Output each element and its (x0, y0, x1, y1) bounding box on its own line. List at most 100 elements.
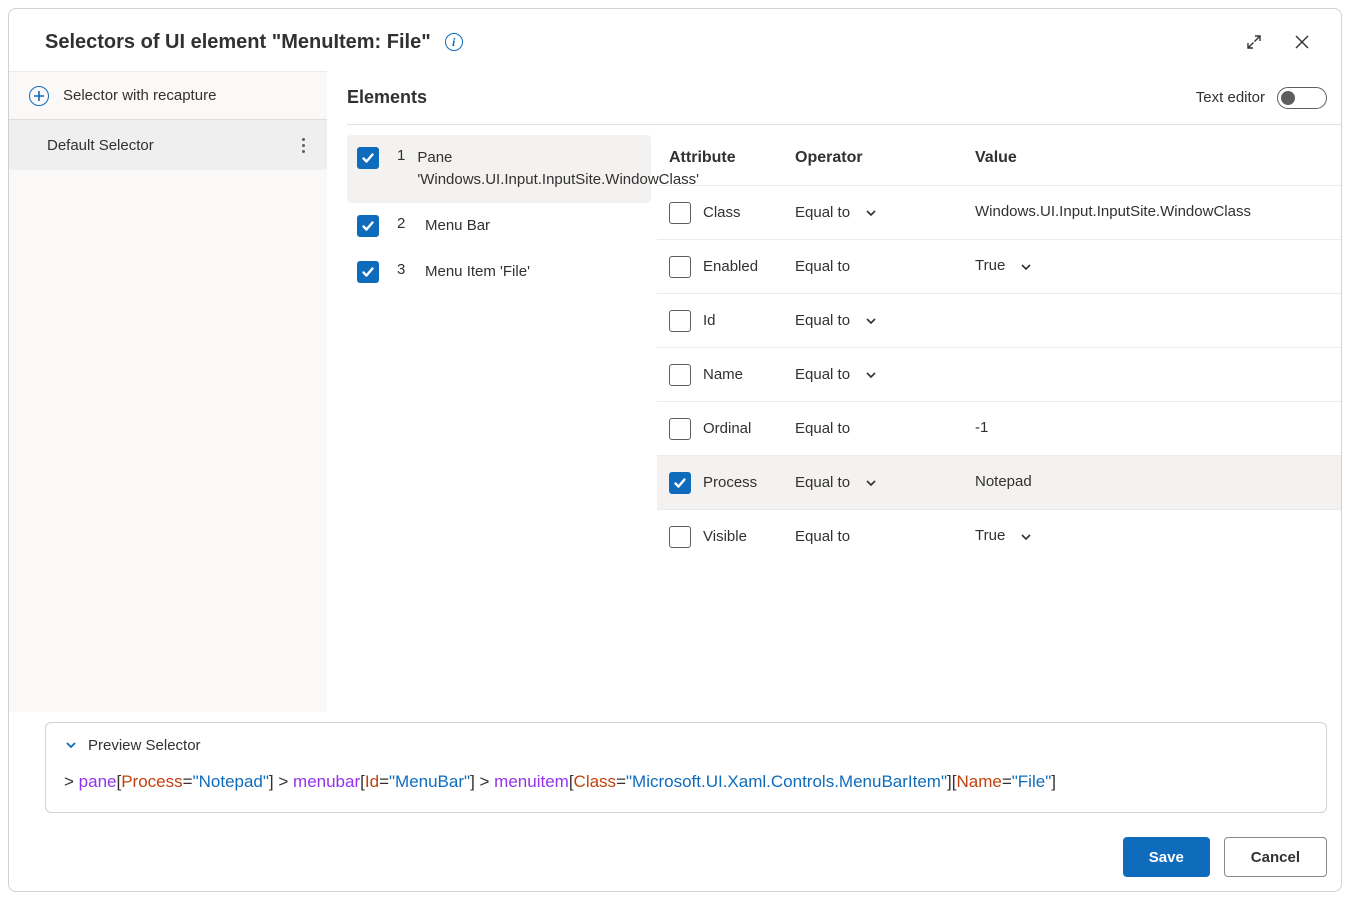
attribute-name: Id (703, 312, 716, 329)
operator-value: Equal to (795, 528, 850, 545)
attribute-row: Class Equal toWindows.UI.Input.InputSite.… (657, 185, 1341, 239)
preview-label: Preview Selector (88, 737, 201, 754)
selector-token: Process (121, 772, 182, 791)
selector-token: = (379, 772, 389, 791)
selector-recapture-label: Selector with recapture (63, 87, 216, 104)
attribute-row: VisibleEqual toTrue (657, 509, 1341, 563)
selector-token: = (616, 772, 626, 791)
header-operator: Operator (795, 149, 975, 167)
attribute-name: Class (703, 204, 741, 221)
element-label: Menu Item 'File' (425, 261, 641, 283)
chevron-down-icon (1019, 260, 1033, 274)
selector-recapture-button[interactable]: Selector with recapture (9, 72, 327, 120)
cancel-button[interactable]: Cancel (1224, 837, 1327, 877)
toggle-knob (1281, 91, 1295, 105)
attributes-column: Attribute Operator Value ClassEqual toWi… (657, 125, 1341, 712)
element-index: 1 (397, 147, 405, 164)
element-row[interactable]: 1Pane 'Windows.UI.Input.InputSite.Window… (347, 135, 651, 203)
selector-token: "Notepad" (193, 772, 269, 791)
selector-token: > (64, 772, 79, 791)
attribute-checkbox[interactable] (669, 310, 691, 332)
attribute-checkbox[interactable] (669, 256, 691, 278)
close-icon[interactable] (1287, 27, 1317, 57)
preview-panel: Preview Selector > pane[Process="Notepad… (45, 722, 1327, 813)
operator-select[interactable]: Equal to (795, 312, 975, 329)
attributes-header: Attribute Operator Value (657, 135, 1341, 185)
operator-select[interactable]: Equal to (795, 474, 975, 491)
attribute-checkbox[interactable] (669, 202, 691, 224)
text-editor-label: Text editor (1196, 89, 1265, 106)
dialog-title: Selectors of UI element "MenuItem: File" (45, 31, 431, 54)
attribute-name: Name (703, 366, 743, 383)
sidebar-selector-item[interactable]: Default Selector (9, 120, 327, 170)
attribute-row: Enabled Equal to True (657, 239, 1341, 293)
attribute-checkbox[interactable] (669, 526, 691, 548)
selector-list: Default Selector (9, 120, 327, 170)
selector-token: > (475, 772, 494, 791)
attribute-row: Name Equal to (657, 347, 1341, 401)
operator-select[interactable]: Equal to (795, 528, 975, 545)
element-row[interactable]: 3 Menu Item 'File' (347, 249, 651, 295)
chevron-down-icon (1019, 530, 1033, 544)
attribute-checkbox[interactable] (669, 364, 691, 386)
more-icon[interactable] (296, 132, 311, 159)
element-index: 3 (397, 261, 413, 278)
info-icon[interactable]: i (445, 33, 463, 51)
attribute-name: Process (703, 474, 757, 491)
text-editor-toggle[interactable] (1277, 87, 1327, 109)
selector-token: "MenuBar" (389, 772, 470, 791)
value-cell[interactable]: Notepad (975, 471, 1341, 494)
value-cell[interactable]: Windows.UI.Input.InputSite.WindowClass (975, 201, 1341, 224)
save-button[interactable]: Save (1123, 837, 1210, 877)
element-label: Menu Bar (425, 215, 641, 237)
element-checkbox[interactable] (357, 261, 379, 283)
value-cell[interactable]: True (975, 255, 1341, 278)
operator-select[interactable]: Equal to (795, 204, 975, 221)
attribute-checkbox[interactable] (669, 418, 691, 440)
element-checkbox[interactable] (357, 147, 379, 169)
operator-value: Equal to (795, 312, 850, 329)
operator-value: Equal to (795, 258, 850, 275)
expand-icon[interactable] (1239, 27, 1269, 57)
main-header: Elements Text editor (347, 71, 1341, 125)
operator-select[interactable]: Equal to (795, 258, 975, 275)
attribute-row: Process Equal toNotepad (657, 455, 1341, 509)
header-attribute: Attribute (657, 149, 795, 167)
element-row[interactable]: 2Menu Bar (347, 203, 651, 249)
operator-select[interactable]: Equal to (795, 366, 975, 383)
selector-token: menubar (293, 772, 360, 791)
selector-token: Id (365, 772, 379, 791)
header-value: Value (975, 149, 1341, 167)
elements-title: Elements (347, 87, 427, 108)
attribute-row: Ordinal Equal to -1 (657, 401, 1341, 455)
attribute-name: Enabled (703, 258, 758, 275)
selector-token: = (1002, 772, 1012, 791)
attribute-value: Windows.UI.Input.InputSite.WindowClass (975, 201, 1251, 224)
attribute-name: Ordinal (703, 420, 751, 437)
attribute-row: Id Equal to (657, 293, 1341, 347)
operator-value: Equal to (795, 420, 850, 437)
selector-token: menuitem (494, 772, 569, 791)
chevron-down-icon (864, 206, 878, 220)
attribute-value: True (975, 255, 1005, 278)
selector-token: "Microsoft.UI.Xaml.Controls.MenuBarItem" (626, 772, 947, 791)
selector-token: "File" (1012, 772, 1051, 791)
attribute-value: Notepad (975, 471, 1032, 494)
sidebar: Selector with recapture Default Selector (9, 71, 327, 712)
selector-builder-dialog: Selectors of UI element "MenuItem: File"… (8, 8, 1342, 892)
attributes-body: ClassEqual toWindows.UI.Input.InputSite.… (657, 185, 1341, 563)
chevron-down-icon (864, 476, 878, 490)
selector-token: > (274, 772, 293, 791)
attribute-value: True (975, 525, 1005, 548)
selector-token: pane (79, 772, 117, 791)
plus-icon (29, 86, 49, 106)
columns: 1Pane 'Windows.UI.Input.InputSite.Window… (347, 125, 1341, 712)
value-cell[interactable]: -1 (975, 417, 1341, 440)
attribute-checkbox[interactable] (669, 472, 691, 494)
preview-toggle[interactable]: Preview Selector (64, 737, 1308, 754)
value-cell[interactable]: True (975, 525, 1341, 548)
operator-select[interactable]: Equal to (795, 420, 975, 437)
element-checkbox[interactable] (357, 215, 379, 237)
chevron-down-icon (64, 738, 78, 752)
dialog-body: Selector with recapture Default Selector… (9, 71, 1341, 712)
